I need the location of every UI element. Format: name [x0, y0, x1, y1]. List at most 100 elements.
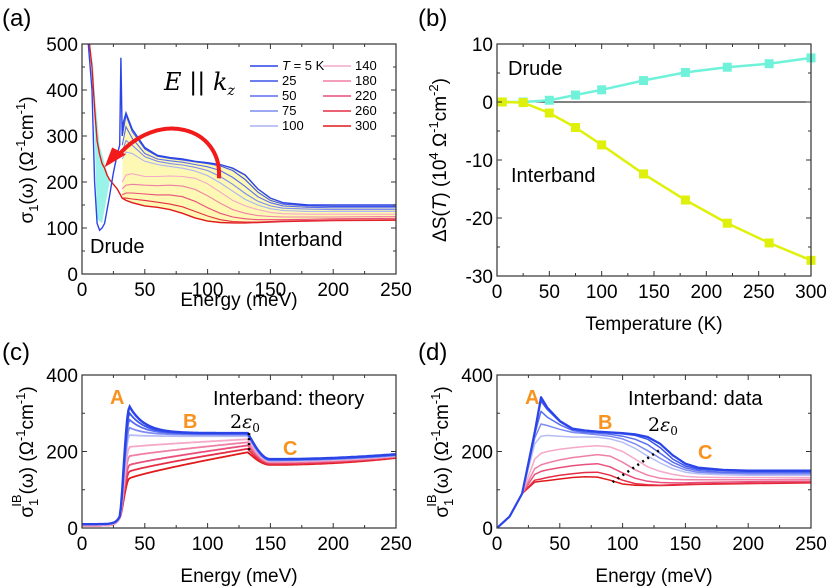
x-tick-label: 50: [549, 534, 570, 555]
x-tick-label: 150: [638, 282, 670, 303]
x-tick-label: 200: [690, 282, 722, 303]
series-line-75: [82, 426, 396, 526]
series-line-300: [82, 451, 396, 527]
series-line-220: [497, 462, 811, 528]
series-line-260: [122, 197, 396, 223]
panel-c-ylabel: σ1IB(ω) (Ω-1cm-1): [9, 386, 41, 517]
series-line-50: [121, 125, 396, 209]
series-line-drude: [502, 56, 812, 104]
series-line-140: [121, 173, 396, 215]
data-point-drude: [639, 76, 649, 86]
series-line-5K: [497, 396, 811, 528]
y-tick-label: 0: [482, 93, 493, 114]
series-line-25: [121, 113, 396, 207]
y-tick-label: 200: [46, 443, 78, 464]
panel-c-letter-a: A: [110, 387, 124, 409]
y-tick-label: 400: [46, 81, 78, 102]
panel-c-letter-b: B: [183, 411, 197, 433]
panel-d-letter-a: A: [525, 387, 539, 409]
x-tick-label: 0: [492, 282, 503, 303]
y-tick-label: -10: [466, 151, 493, 172]
panel-b-interband-label: Interband: [511, 165, 596, 187]
x-tick-label: 100: [192, 280, 224, 301]
data-point-interband: [680, 195, 690, 205]
series-line-180: [121, 183, 396, 218]
legend-label: 100: [282, 118, 304, 133]
data-point-drude: [680, 67, 690, 77]
data-point-interband: [764, 238, 774, 248]
x-tick-label: 250: [380, 534, 412, 555]
x-tick-label: 0: [77, 534, 88, 555]
x-tick-label: 200: [317, 280, 349, 301]
y-tick-label: -20: [466, 209, 493, 230]
panel-a-ylabel: σ1(ω) (Ω-1cm-1): [13, 96, 41, 223]
legend-label: 140: [355, 58, 377, 73]
panel-b-chart: 0 50 100 150 200 250 300 -30 -20 -10 0 10: [466, 35, 827, 303]
plot-frame: [81, 374, 397, 529]
series-line-75: [121, 139, 396, 211]
2eps0-marker: [611, 448, 661, 484]
data-point-interband: [639, 169, 649, 179]
panel-d-xlabel: Energy (meV): [595, 566, 712, 587]
data-point-interband: [497, 97, 507, 107]
series-line-100: [497, 434, 811, 528]
x-tick-label: 50: [539, 282, 560, 303]
y-tick-label: 400: [46, 366, 78, 387]
series-line-75: [497, 423, 811, 528]
x-tick-label: 100: [192, 534, 224, 555]
panel-b-ylabel: ΔS(T) (104 Ω-1cm-2): [426, 78, 451, 242]
x-tick-label: 150: [255, 534, 287, 555]
legend-label: 180: [355, 73, 377, 88]
panel-a-plot-area: [87, 44, 396, 232]
legend-label: 50: [282, 88, 296, 103]
series-line-140: [497, 445, 811, 528]
temperature-arrowhead: [104, 147, 126, 168]
y-tick-label: 0: [67, 519, 78, 540]
y-tick-label: 200: [46, 173, 78, 194]
panel-c-2eps0-label: 2ε0: [230, 411, 260, 435]
x-tick-label: 50: [134, 280, 155, 301]
drude-fill: [92, 44, 110, 224]
plot-frame: [81, 43, 397, 275]
plot-frame: [496, 374, 812, 529]
panel-d-ylabel: σ1IB(ω) (Ω-1cm-1): [424, 386, 456, 517]
data-point-drude: [764, 59, 774, 69]
x-tick-label: 200: [317, 534, 349, 555]
panel-d-title: Interband: data: [628, 388, 763, 410]
series-line-5K: [87, 44, 396, 232]
x-tick-label: 0: [77, 280, 88, 301]
x-tick-label: 0: [492, 534, 503, 555]
data-point-drude: [544, 95, 554, 105]
x-tick-label: 250: [743, 282, 775, 303]
data-point-interband: [571, 123, 580, 133]
legend-label: T = 5 K: [282, 58, 325, 73]
panel-a-interband-label: Interband: [258, 229, 343, 251]
x-tick-label: 250: [795, 534, 827, 555]
y-tick-label: 0: [67, 265, 78, 286]
panel-c-title: Interband: theory: [213, 388, 364, 410]
legend-label: 260: [355, 103, 377, 118]
panel-d-2eps0-label: 2ε0: [648, 414, 678, 438]
x-tick-label: 150: [255, 280, 287, 301]
data-point-interband: [518, 98, 528, 108]
series-line-140: [82, 438, 396, 527]
panel-a-chart: 0 50 100 150 200 250 0 100 200 300 400 500 T = 5 K25…: [46, 35, 412, 301]
y-tick-label: -30: [466, 267, 493, 288]
plot-frame: [496, 43, 812, 277]
series-line-100: [121, 151, 396, 212]
panel-d-chart: 0 50 100 150 200 250 0 200 400: [461, 366, 827, 555]
x-tick-label: 150: [670, 534, 702, 555]
panel-c-letter-c: C: [283, 438, 297, 460]
x-tick-label: 50: [134, 534, 155, 555]
series-line-interband: [502, 100, 812, 262]
legend-label: 220: [355, 88, 377, 103]
panel-d-plot-area: [497, 396, 811, 528]
panel-label-a: (a): [2, 5, 31, 32]
data-point-drude: [571, 90, 580, 100]
data-point-drude: [597, 85, 607, 95]
legend-label: 75: [282, 103, 296, 118]
legend-label: 25: [282, 73, 296, 88]
panel-d-letter-b: B: [598, 412, 612, 434]
x-tick-label: 300: [795, 282, 827, 303]
